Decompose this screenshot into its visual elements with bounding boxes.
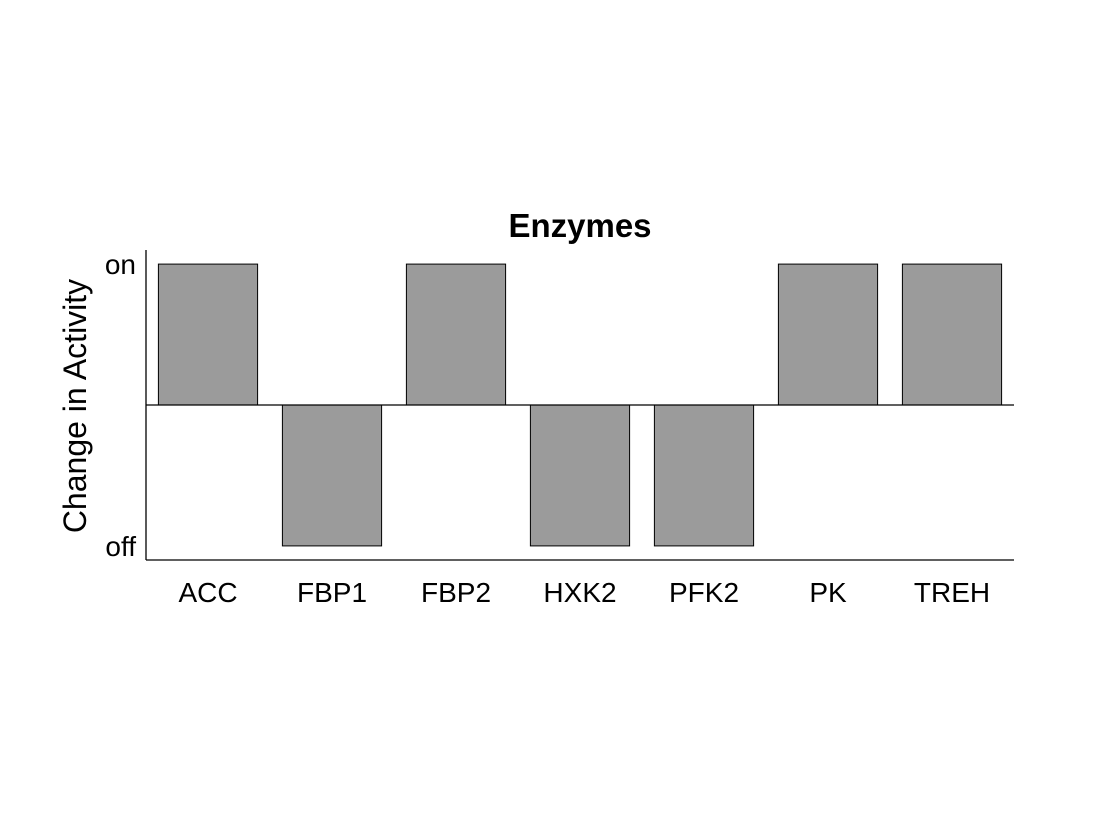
bar-pk	[777, 263, 879, 406]
chart-title: Enzymes	[508, 207, 651, 244]
y-tick-label-on: on	[105, 249, 136, 280]
bar-treh	[901, 263, 1003, 406]
x-tick-label-acc: ACC	[178, 577, 237, 608]
bar-fbp1	[281, 404, 383, 547]
bar-hxk2	[529, 404, 631, 547]
y-tick-label-off: off	[105, 531, 136, 562]
x-tick-label-fbp2: FBP2	[421, 577, 491, 608]
bar-pfk2	[653, 404, 755, 547]
bar-acc	[157, 263, 259, 406]
y-axis-label: Change in Activity	[57, 279, 93, 533]
y-tick-labels: off on	[105, 249, 136, 562]
x-tick-label-hxk2: HXK2	[543, 577, 616, 608]
x-tick-label-pfk2: PFK2	[669, 577, 739, 608]
bar-fbp2	[405, 263, 507, 406]
x-tick-label-treh: TREH	[914, 577, 990, 608]
x-tick-labels: ACC FBP1 FBP2 HXK2 PFK2 PK TREH	[178, 577, 990, 608]
axes-group	[145, 250, 1014, 561]
x-tick-label-fbp1: FBP1	[297, 577, 367, 608]
x-tick-label-pk: PK	[809, 577, 847, 608]
bars-group	[157, 263, 1003, 547]
